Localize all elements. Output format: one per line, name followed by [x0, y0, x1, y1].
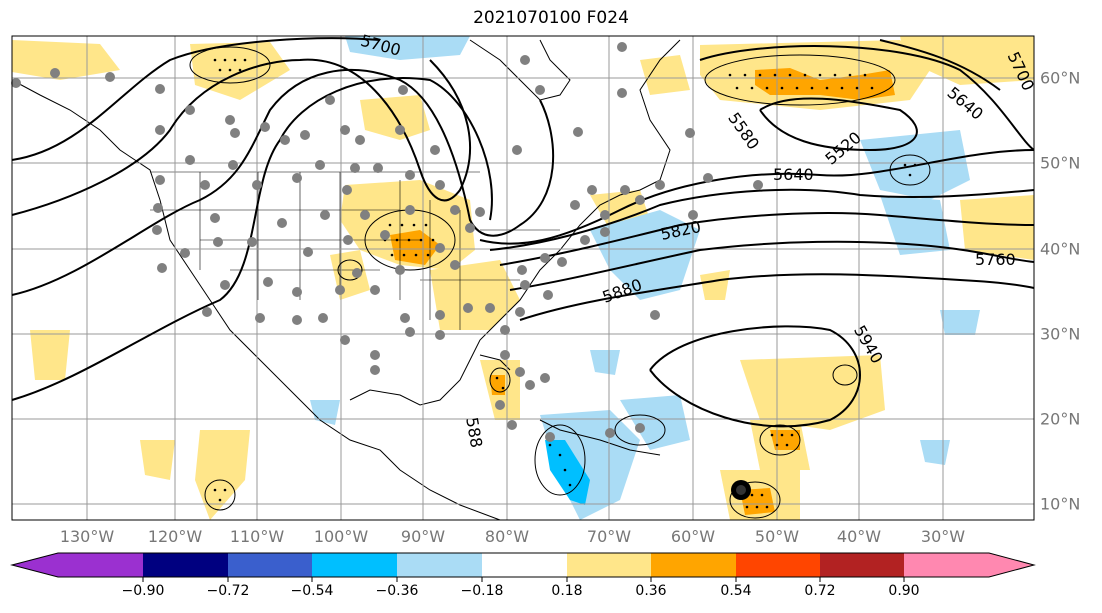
colorbar-tick-0: −0.90	[121, 583, 165, 599]
colorbar-segment-5	[482, 553, 567, 577]
colorbar-tick-7: 0.54	[720, 583, 752, 599]
lat-label-60n: 60°N	[1040, 68, 1081, 88]
colorbar-segment-3	[312, 553, 397, 577]
colorbar-segment-6	[567, 553, 651, 577]
lon-label-60w: 60°W	[670, 527, 716, 546]
colorbar-tick-8: 0.72	[804, 583, 836, 599]
colorbar-tick-6: 0.36	[635, 583, 667, 599]
colorbar-segment-0	[58, 553, 143, 577]
lon-label-120w: 120°W	[147, 527, 203, 546]
colorbar-segment-7	[651, 553, 736, 577]
contour-label-5760: 5760	[975, 250, 1016, 269]
lat-label-40n: 40°N	[1040, 239, 1081, 259]
colorbar-tick-5: 0.18	[551, 583, 583, 599]
colorbar-tick-9: 0.90	[888, 583, 920, 599]
lon-label-80w: 80°W	[484, 527, 530, 546]
lon-label-90w: 90°W	[400, 527, 446, 546]
station-markers	[11, 42, 763, 442]
colorbar-tick-3: −0.36	[375, 583, 419, 599]
colorbar-segment-1	[143, 553, 228, 577]
lat-label-50n: 50°N	[1040, 153, 1081, 173]
colorbar-segment-4	[397, 553, 482, 577]
map-background	[12, 36, 1034, 520]
lon-label-130w: 130°W	[59, 527, 115, 546]
storm-marker	[731, 480, 751, 500]
colorbar-segment-2	[228, 553, 312, 577]
colorbar-tick-2: −0.54	[290, 583, 334, 599]
lon-label-40w: 40°W	[836, 527, 882, 546]
colorbar-segment-9	[820, 553, 904, 577]
lon-label-70w: 70°W	[586, 527, 632, 546]
stippling	[213, 58, 917, 509]
colorbar-tick-1: −0.72	[206, 583, 250, 599]
state-borders	[150, 171, 560, 330]
colorbar-extend-low	[12, 553, 58, 577]
height-contours	[11, 37, 1035, 428]
colorbar-extend-high	[989, 553, 1034, 577]
map-title: 2021070100 F024	[473, 8, 629, 28]
lat-label-10n: 10°N	[1040, 494, 1081, 514]
colorbar-segment-8	[736, 553, 820, 577]
strong-negative-shading	[545, 440, 590, 505]
map-frame	[11, 35, 1035, 521]
lon-label-110w: 110°W	[229, 527, 285, 546]
lat-label-30n: 30°N	[1040, 324, 1081, 344]
lon-label-100w: 100°W	[313, 527, 369, 546]
colorbar-outline	[10, 552, 1036, 578]
colorbar-segment-10	[904, 553, 989, 577]
lat-label-20n: 20°N	[1040, 409, 1081, 429]
colorbar-tick-4: −0.18	[460, 583, 504, 599]
lon-label-30w: 30°W	[920, 527, 966, 546]
colorbar	[10, 552, 1036, 582]
lon-label-50w: 50°W	[754, 527, 800, 546]
contour-label-5640-center: 5640	[773, 165, 814, 184]
